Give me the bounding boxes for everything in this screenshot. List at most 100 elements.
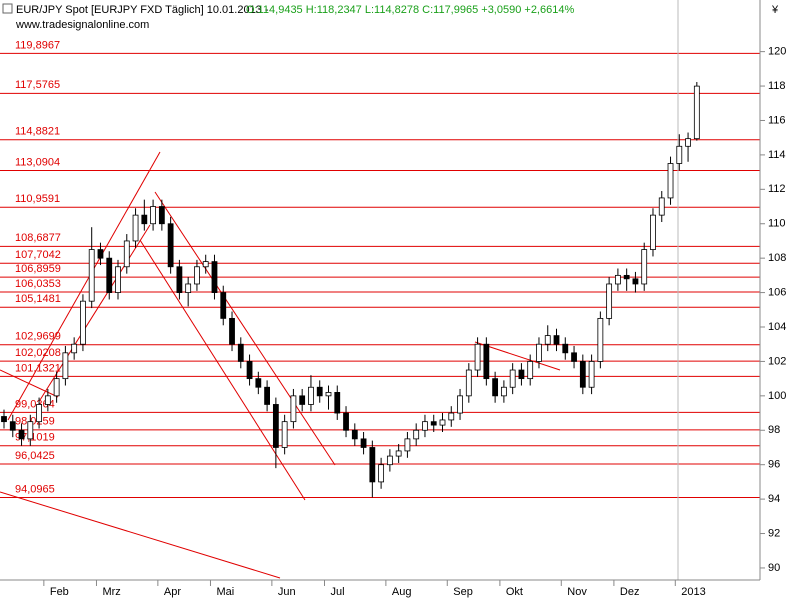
candles <box>1 82 700 498</box>
candle-body <box>623 274 630 280</box>
candle-body <box>632 278 639 285</box>
candle-body <box>492 378 499 397</box>
candle-body <box>167 223 174 268</box>
candle-body <box>334 392 341 414</box>
candle-body <box>553 335 560 345</box>
x-tick-label: Mrz <box>102 586 120 598</box>
candle-body <box>185 283 192 293</box>
level-label: 107,7042 <box>15 249 61 261</box>
candle-body <box>106 257 113 293</box>
candle-body <box>404 438 411 452</box>
candle-body <box>536 343 542 362</box>
y-tick-label: 92 <box>768 527 780 539</box>
source: www.tradesignalonline.com <box>15 19 149 31</box>
candle-body <box>413 429 420 440</box>
candle-body <box>465 369 472 397</box>
candle-body <box>325 392 332 397</box>
candle-body <box>615 274 621 285</box>
candle-body <box>562 343 569 354</box>
level-label: 94,0965 <box>15 483 55 495</box>
y-tick-label: 106 <box>768 286 786 298</box>
candle-body <box>658 197 665 216</box>
candle-body <box>27 421 34 440</box>
candle-body <box>18 429 25 440</box>
level-label: 98,0259 <box>15 416 55 428</box>
candle-body <box>53 378 60 397</box>
candle-body <box>194 266 200 285</box>
trend-line <box>139 239 306 501</box>
candle-body <box>158 206 165 225</box>
x-tick-label: Nov <box>567 586 587 598</box>
level-label: 101,1321 <box>15 362 61 374</box>
x-tick-label: Dez <box>620 586 640 598</box>
candle-body <box>71 343 78 354</box>
candle-body <box>176 266 183 293</box>
candle-body <box>211 261 218 293</box>
candle-body <box>97 249 104 259</box>
candle-body <box>290 395 297 423</box>
level-label: 106,8959 <box>15 263 61 275</box>
candle-body <box>88 249 95 302</box>
candle-body <box>202 261 209 268</box>
candle-body <box>246 361 253 380</box>
candle-body <box>588 361 595 388</box>
level-label: 102,9699 <box>15 331 61 343</box>
icon[interactable] <box>2 3 13 14</box>
trend-line <box>39 224 151 401</box>
level-label: 110,9591 <box>15 193 60 205</box>
candle-body <box>386 455 393 466</box>
candle-body <box>255 378 262 388</box>
trend-line <box>154 191 336 466</box>
y-tick-label: 112 <box>768 183 786 195</box>
level-label: 99,0364 <box>15 398 55 410</box>
trend-line <box>0 491 281 579</box>
y-tick-label: 118 <box>768 80 786 92</box>
level-label: 119,8967 <box>15 39 60 51</box>
candle-body <box>518 369 525 380</box>
candle-body <box>150 206 156 225</box>
candle-body <box>123 240 130 268</box>
level-label: 113,0904 <box>15 156 60 168</box>
candle-body <box>272 404 279 448</box>
candle-body <box>606 283 613 319</box>
currency: ¥ <box>771 4 779 16</box>
candle-body <box>281 421 288 448</box>
candle-body <box>132 214 139 242</box>
candle-body <box>378 464 385 483</box>
y-tick-label: 116 <box>768 114 786 126</box>
level-label: 97,1019 <box>15 432 55 444</box>
candle-body <box>667 163 674 199</box>
x-tick-label: Okt <box>506 586 523 598</box>
x-tick-label: Mai <box>216 586 234 598</box>
y-tick-label: 102 <box>768 355 786 367</box>
candle-body <box>544 335 551 345</box>
x-tick-label: Jun <box>278 586 296 598</box>
y-tick-label: 100 <box>768 390 786 402</box>
candle-body <box>44 395 51 405</box>
candle-body <box>36 404 42 423</box>
candle-body <box>571 352 577 362</box>
candle-body <box>650 214 656 250</box>
candle-body <box>141 214 148 225</box>
y-tick-label: 108 <box>768 252 786 264</box>
candle-body <box>500 386 507 397</box>
y-tick-label: 98 <box>768 424 780 436</box>
y-tick-label: 90 <box>768 562 780 574</box>
candle-body <box>308 386 314 405</box>
candle-body <box>527 361 534 380</box>
y-tick-label: 120 <box>768 46 786 58</box>
x-tick-label: Sep <box>453 586 473 598</box>
candle-body <box>316 386 323 397</box>
level-label: 108,6877 <box>15 232 61 244</box>
candle-body <box>299 395 306 405</box>
candle-body <box>1 416 7 423</box>
y-tick-label: 114 <box>768 149 786 161</box>
y-tick-label: 104 <box>768 321 786 333</box>
candle-body <box>579 361 586 388</box>
candle-body <box>62 352 69 380</box>
level-label: 114,8821 <box>15 126 60 138</box>
candle-body <box>676 145 683 164</box>
candle-body <box>264 386 271 405</box>
